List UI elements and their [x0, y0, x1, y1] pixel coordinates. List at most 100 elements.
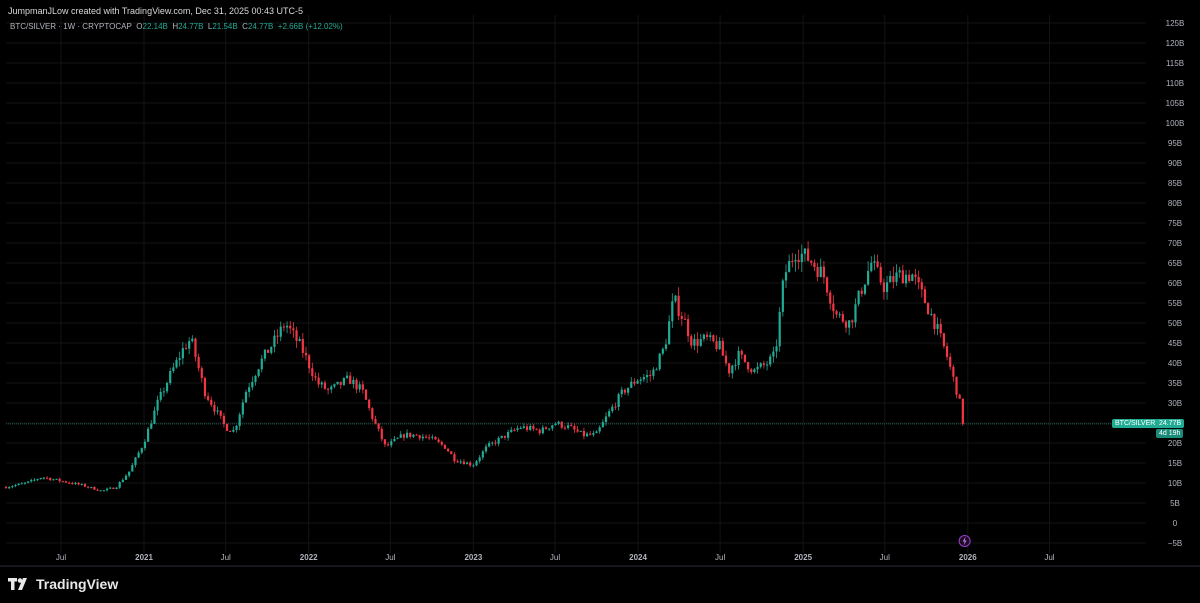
candle-38: [124, 473, 128, 481]
candle-72: [232, 426, 235, 433]
candle-138: [440, 440, 443, 447]
candle-50: [162, 387, 165, 397]
candle-286: [908, 269, 911, 283]
candle-120: [383, 438, 387, 448]
candle-175: [557, 420, 560, 426]
candle-249: [791, 252, 794, 268]
candle-209: [664, 338, 668, 352]
legend-change: +2.66B (+12.02%): [277, 22, 343, 31]
candle-56: [181, 342, 184, 365]
candle-211: [671, 293, 674, 328]
candle-245: [778, 307, 781, 352]
candle-247: [784, 264, 788, 289]
chart-plot[interactable]: 125B 120B 115B 110B 105B 100B 95B 90B 85B 80B 75B 7…: [0, 15, 1200, 570]
candle-230: [731, 364, 734, 379]
candle-174: [554, 422, 557, 426]
y-tick-label: 100B: [1166, 119, 1185, 128]
candle-47: [153, 406, 156, 425]
candle-135: [431, 434, 434, 440]
candle-114: [364, 389, 368, 400]
candle-80: [257, 368, 260, 378]
candle-150: [478, 455, 481, 464]
legend-low-label: L: [207, 22, 213, 31]
tradingview-logo[interactable]: TradingView: [8, 576, 118, 592]
x-tick-label: 2024: [629, 553, 647, 562]
candle-293: [930, 308, 933, 316]
candle-271: [860, 287, 863, 297]
candle-66: [213, 401, 216, 416]
candle-235: [747, 361, 750, 373]
candle-171: [544, 425, 548, 430]
candle-254: [807, 241, 810, 262]
candle-32: [105, 487, 109, 492]
candle-21: [71, 481, 74, 485]
x-tick-label: Jul: [221, 553, 231, 562]
last-price-tag: 24.77B: [1156, 418, 1185, 428]
y-tick-label: 110B: [1166, 79, 1184, 88]
candle-24: [80, 483, 83, 486]
candle-169: [538, 428, 541, 436]
candle-251: [797, 249, 800, 270]
candle-266: [844, 319, 848, 333]
candle-259: [822, 260, 825, 284]
candle-196: [623, 388, 627, 396]
candle-53: [172, 362, 175, 374]
candle-0: [4, 485, 8, 489]
candle-212: [674, 295, 677, 303]
candle-208: [661, 347, 664, 356]
legend-low-value: 21.54B: [212, 22, 238, 31]
candle-219: [696, 332, 699, 354]
candle-7: [27, 481, 30, 484]
candle-161: [513, 428, 516, 432]
candle-124: [396, 437, 399, 440]
candle-74: [238, 412, 241, 431]
candle-10: [36, 478, 39, 482]
candle-108: [345, 371, 349, 380]
candle-23: [77, 482, 80, 486]
price-axis[interactable]: 125B 120B 115B 110B 105B 100B 95B 90B 85B 80B 75B 7…: [1146, 15, 1200, 570]
candle-225: [715, 335, 718, 352]
candle-1: [8, 486, 11, 490]
candle-133: [424, 434, 428, 439]
candle-4: [17, 483, 20, 486]
candle-89: [285, 321, 289, 334]
candle-227: [721, 337, 724, 356]
candle-275: [873, 254, 876, 271]
candle-172: [548, 428, 551, 431]
candle-292: [927, 302, 930, 315]
tradingview-logo-text: TradingView: [36, 576, 119, 592]
candle-168: [535, 428, 538, 431]
candle-246: [781, 278, 784, 317]
candle-103: [330, 384, 333, 394]
candle-91: [292, 321, 295, 338]
y-tick-label: 75B: [1168, 219, 1182, 228]
price-axis-bg: [1146, 15, 1200, 570]
candle-166: [529, 423, 532, 432]
candle-11: [39, 477, 42, 480]
candle-264: [838, 311, 841, 318]
symbol-legend[interactable]: BTC/SILVER · 1W · CRYPTOCAP O22.14B H24.…: [10, 22, 343, 31]
candle-33: [109, 486, 112, 490]
candle-184: [585, 431, 589, 438]
candle-291: [923, 285, 927, 304]
candle-85: [273, 329, 276, 353]
candle-289: [917, 270, 920, 290]
candle-228: [724, 350, 728, 367]
candle-210: [668, 315, 671, 345]
y-tick-label: 60B: [1168, 279, 1182, 288]
candle-34: [112, 487, 115, 490]
candle-113: [361, 380, 364, 394]
candle-73: [235, 425, 238, 433]
x-tick-label: 2026: [959, 553, 977, 562]
candle-36: [118, 481, 121, 489]
time-axis[interactable]: Jul 2021 Jul 2022 Jul 2023 Jul 2024 Jul 2025 Jul 20…: [0, 553, 1200, 567]
candle-81: [260, 354, 263, 373]
candle-109: [349, 372, 352, 385]
x-tick-label: 2021: [135, 553, 153, 562]
candle-276: [876, 254, 879, 269]
candle-97: [311, 362, 314, 382]
candle-216: [687, 314, 690, 342]
legend-open-label: O: [136, 22, 143, 31]
candle-35: [115, 486, 118, 490]
candle-144: [459, 459, 462, 465]
